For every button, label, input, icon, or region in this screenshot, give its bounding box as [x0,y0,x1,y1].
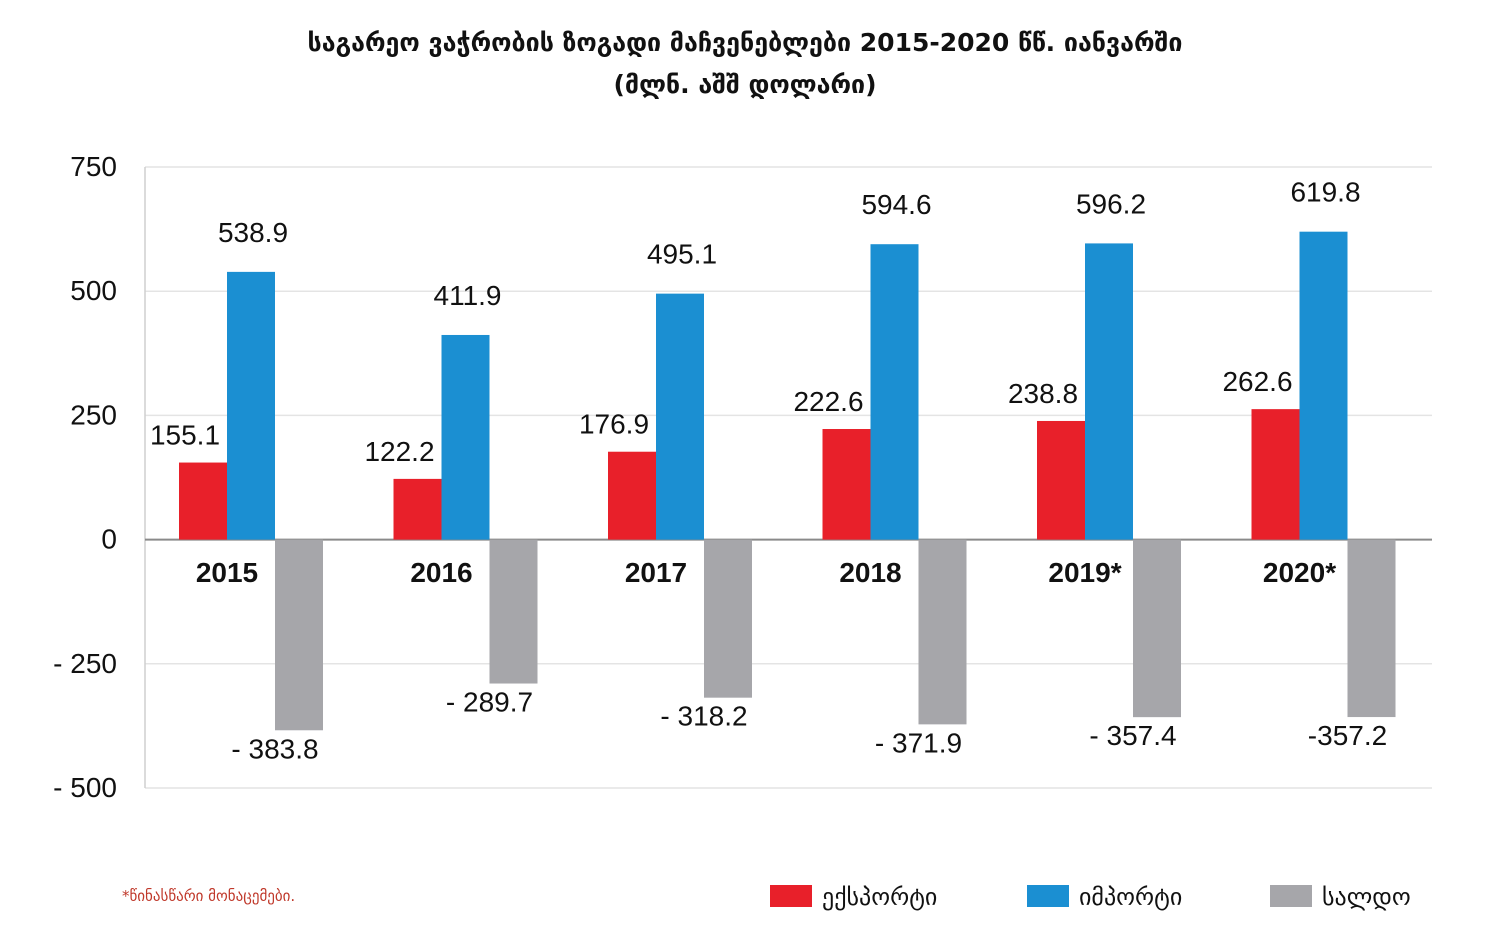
legend-label: ექსპორტი [822,883,937,911]
bar-export [608,451,656,540]
bar-balance [918,539,967,725]
legend-swatch [770,885,812,907]
data-label: 495.1 [647,239,717,270]
category-label: 2020* [1263,557,1336,588]
category-label: 2018 [839,557,901,588]
data-label: 594.6 [861,189,931,220]
legend-swatch [1027,885,1069,907]
bar-balance [1133,539,1181,718]
data-label: 538.9 [218,217,288,248]
footnote: *წინასწარი მონაცემები. [122,887,295,905]
data-label: 176.9 [579,409,649,440]
bar-export [179,462,227,540]
data-label: 619.8 [1290,177,1360,208]
y-tick-label: 750 [70,151,117,182]
y-tick-label: - 250 [53,648,117,679]
gridlines [145,166,1432,789]
bar-import [656,293,704,540]
chart-title: საგარეო ვაჭრობის ზოგადი მაჩვენებლები 201… [308,28,1183,57]
bar-export [1251,409,1300,540]
bar-import [227,271,275,540]
legend-label: სალდო [1322,883,1411,911]
y-tick-label: 250 [70,399,117,430]
y-axis: 750 500 250 0 - 250 - 500 [53,151,1432,803]
data-label: - 371.9 [875,727,962,758]
data-label: 411.9 [434,280,502,311]
bar-export [393,478,442,540]
category-label: 2016 [410,557,472,588]
data-label: - 318.2 [660,701,747,732]
bar-balance [275,539,323,731]
bar-import [870,244,919,540]
data-label: 155.1 [150,420,220,451]
bar-import [1085,243,1133,540]
data-label: - 357.4 [1089,720,1176,751]
legend-swatch [1270,885,1312,907]
bar-export [822,429,871,540]
category-label: 2017 [625,557,687,588]
data-label: - 383.8 [231,733,318,764]
bar-export [1037,420,1085,540]
data-label: 596.2 [1076,188,1146,219]
y-tick-label: 500 [70,275,117,306]
chart-subtitle: (მლნ. აშშ დოლარი) [613,70,876,99]
bar-balance [489,539,538,684]
data-labels: 155.1 538.9 - 383.8 122.2 411.9 - 289.7 176.9 4… [150,177,1387,765]
data-label: - 289.7 [446,687,533,718]
bar-balance [1347,539,1396,718]
y-tick-label: 0 [101,524,117,555]
bar-balance [704,539,752,698]
legend-label: იმპორტი [1079,883,1182,911]
data-label: -357.2 [1308,720,1387,751]
y-tick-label: - 500 [53,772,117,803]
category-label: 2019* [1048,557,1121,588]
category-label: 2015 [196,557,258,588]
data-label: 122.2 [364,436,434,467]
bar-import [441,334,490,540]
data-label: 238.8 [1008,378,1078,409]
data-label: 262.6 [1222,366,1292,397]
legend: ექსპორტი იმპორტი სალდო [770,883,1411,911]
category-labels: 2015 2016 2017 2018 2019* 2020* [196,557,1336,588]
bar-import [1299,231,1348,540]
data-label: 222.6 [793,386,863,417]
bars [179,231,1396,731]
